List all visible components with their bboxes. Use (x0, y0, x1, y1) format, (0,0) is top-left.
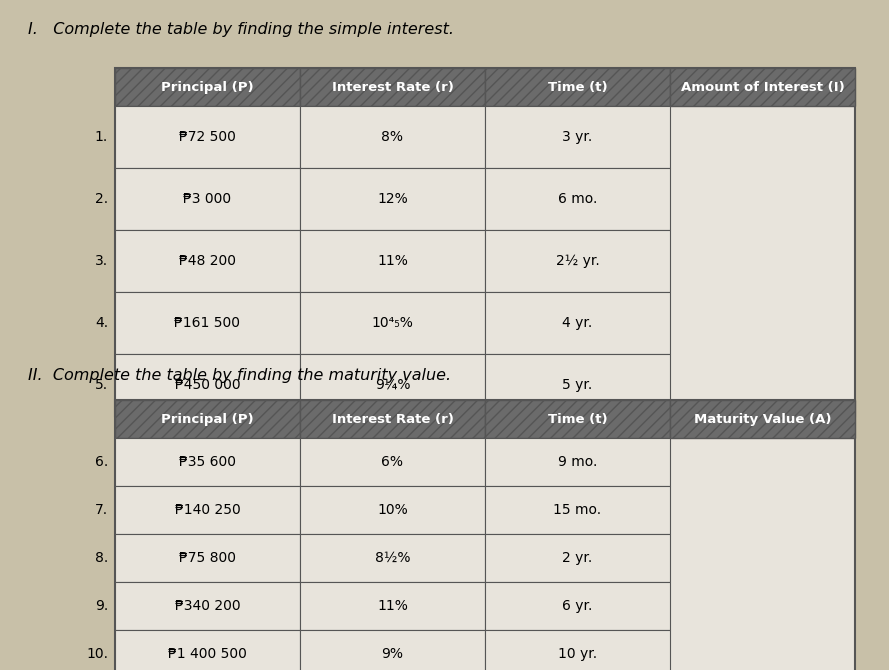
Text: ₱340 200: ₱340 200 (174, 599, 240, 613)
Bar (485, 582, 670, 630)
Bar (485, 292, 670, 354)
Text: 6 yr.: 6 yr. (563, 599, 593, 613)
Bar (115, 582, 300, 630)
Bar (115, 354, 300, 416)
Text: ₱48 200: ₱48 200 (179, 254, 236, 268)
Text: 5 yr.: 5 yr. (563, 378, 593, 392)
Text: 6.: 6. (95, 455, 108, 469)
Text: ₱35 600: ₱35 600 (179, 455, 236, 469)
Text: Maturity Value (A): Maturity Value (A) (693, 413, 831, 425)
Text: I.   Complete the table by finding the simple interest.: I. Complete the table by finding the sim… (28, 22, 454, 37)
Text: Interest Rate (r): Interest Rate (r) (332, 413, 453, 425)
Text: 15 mo.: 15 mo. (554, 503, 602, 517)
Bar (115, 230, 300, 292)
Text: 8%: 8% (381, 130, 404, 144)
Text: ₱3 000: ₱3 000 (183, 192, 231, 206)
Text: 3.: 3. (95, 254, 108, 268)
Bar (300, 534, 485, 582)
Bar (485, 630, 670, 670)
Bar (300, 168, 485, 230)
Text: 2 yr.: 2 yr. (563, 551, 593, 565)
Text: Interest Rate (r): Interest Rate (r) (332, 80, 453, 94)
Bar (485, 68, 670, 106)
Bar (300, 582, 485, 630)
Text: ₱75 800: ₱75 800 (179, 551, 236, 565)
Bar (115, 534, 300, 582)
Bar (300, 230, 485, 292)
Bar (115, 486, 300, 534)
Bar (485, 438, 670, 486)
Text: 10.: 10. (86, 647, 108, 661)
Bar (300, 106, 485, 168)
Bar (115, 292, 300, 354)
Bar (300, 630, 485, 670)
Bar (485, 400, 670, 438)
Bar (300, 68, 485, 106)
Bar (670, 400, 855, 438)
Bar (115, 106, 300, 168)
Text: 6 mo.: 6 mo. (557, 192, 597, 206)
Text: 9.: 9. (95, 599, 108, 613)
Bar (300, 438, 485, 486)
Text: 5.: 5. (95, 378, 108, 392)
Text: 2½ yr.: 2½ yr. (556, 254, 599, 268)
Text: Principal (P): Principal (P) (161, 80, 254, 94)
Text: 9%: 9% (381, 647, 404, 661)
Text: ₱72 500: ₱72 500 (179, 130, 236, 144)
Bar (300, 400, 485, 438)
Text: Amount of Interest (I): Amount of Interest (I) (681, 80, 845, 94)
Text: 10%: 10% (377, 503, 408, 517)
Text: 10 yr.: 10 yr. (558, 647, 597, 661)
Text: 12%: 12% (377, 192, 408, 206)
Text: ₱161 500: ₱161 500 (174, 316, 241, 330)
Text: 3 yr.: 3 yr. (563, 130, 593, 144)
Text: 6%: 6% (381, 455, 404, 469)
Text: 11%: 11% (377, 254, 408, 268)
Text: 4.: 4. (95, 316, 108, 330)
Bar (115, 68, 300, 106)
Bar (115, 68, 855, 416)
Bar (485, 354, 670, 416)
Text: 9¼%: 9¼% (375, 378, 410, 392)
Bar (485, 106, 670, 168)
Text: 2.: 2. (95, 192, 108, 206)
Bar (115, 630, 300, 670)
Text: ₱1 400 500: ₱1 400 500 (168, 647, 247, 661)
Text: Principal (P): Principal (P) (161, 413, 254, 425)
Text: 8½%: 8½% (375, 551, 410, 565)
Text: 10⁴₅%: 10⁴₅% (372, 316, 413, 330)
Bar (485, 230, 670, 292)
Text: 11%: 11% (377, 599, 408, 613)
Text: ₱450 000: ₱450 000 (174, 378, 240, 392)
Bar (670, 68, 855, 106)
Text: 9 mo.: 9 mo. (557, 455, 597, 469)
Text: Time (t): Time (t) (548, 413, 607, 425)
Bar (485, 168, 670, 230)
Text: 4 yr.: 4 yr. (563, 316, 593, 330)
Bar (485, 486, 670, 534)
Bar (300, 292, 485, 354)
Bar (300, 354, 485, 416)
Bar (300, 486, 485, 534)
Bar (115, 400, 855, 670)
Text: II.  Complete the table by finding the maturity value.: II. Complete the table by finding the ma… (28, 368, 451, 383)
Text: 7.: 7. (95, 503, 108, 517)
Bar (115, 168, 300, 230)
Bar (115, 400, 300, 438)
Text: ₱140 250: ₱140 250 (174, 503, 240, 517)
Text: Time (t): Time (t) (548, 80, 607, 94)
Bar (485, 534, 670, 582)
Text: 8.: 8. (95, 551, 108, 565)
Text: 1.: 1. (95, 130, 108, 144)
Bar (115, 438, 300, 486)
